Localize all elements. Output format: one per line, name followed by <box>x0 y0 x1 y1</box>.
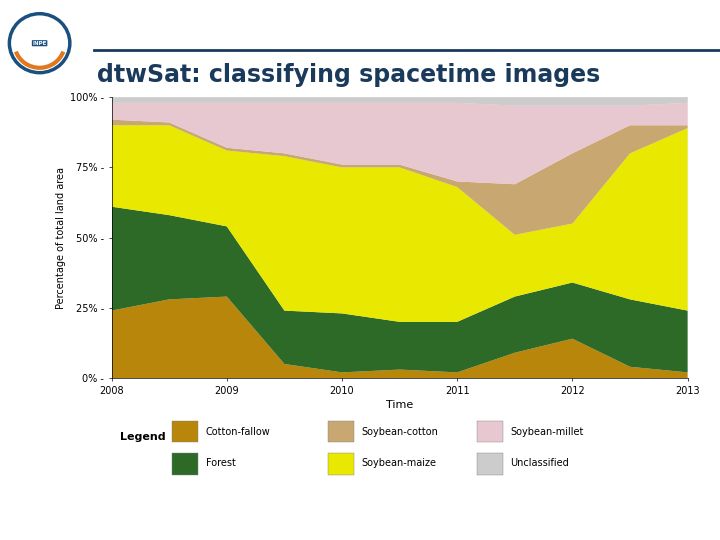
Bar <box>328 421 354 442</box>
Text: INPE: INPE <box>32 40 47 46</box>
Text: Legend: Legend <box>120 432 166 442</box>
Text: Unclassified: Unclassified <box>510 458 569 468</box>
Text: Soybean-maize: Soybean-maize <box>361 458 436 468</box>
Bar <box>172 454 198 475</box>
Bar <box>477 421 503 442</box>
Text: Cotton-fallow: Cotton-fallow <box>206 427 271 436</box>
Y-axis label: Percentage of total land area: Percentage of total land area <box>55 167 66 308</box>
Text: Forest: Forest <box>206 458 235 468</box>
Text: Percentage of land cover class from 2008 to 2013: Percentage of land cover class from 2008… <box>108 504 612 522</box>
Text: dtwSat: classifying spacetime images: dtwSat: classifying spacetime images <box>97 63 600 87</box>
X-axis label: Time: Time <box>386 400 413 410</box>
Bar <box>477 454 503 475</box>
Text: Soybean-cotton: Soybean-cotton <box>361 427 438 436</box>
Bar <box>328 454 354 475</box>
Text: Soybean-millet: Soybean-millet <box>510 427 584 436</box>
Bar <box>172 421 198 442</box>
